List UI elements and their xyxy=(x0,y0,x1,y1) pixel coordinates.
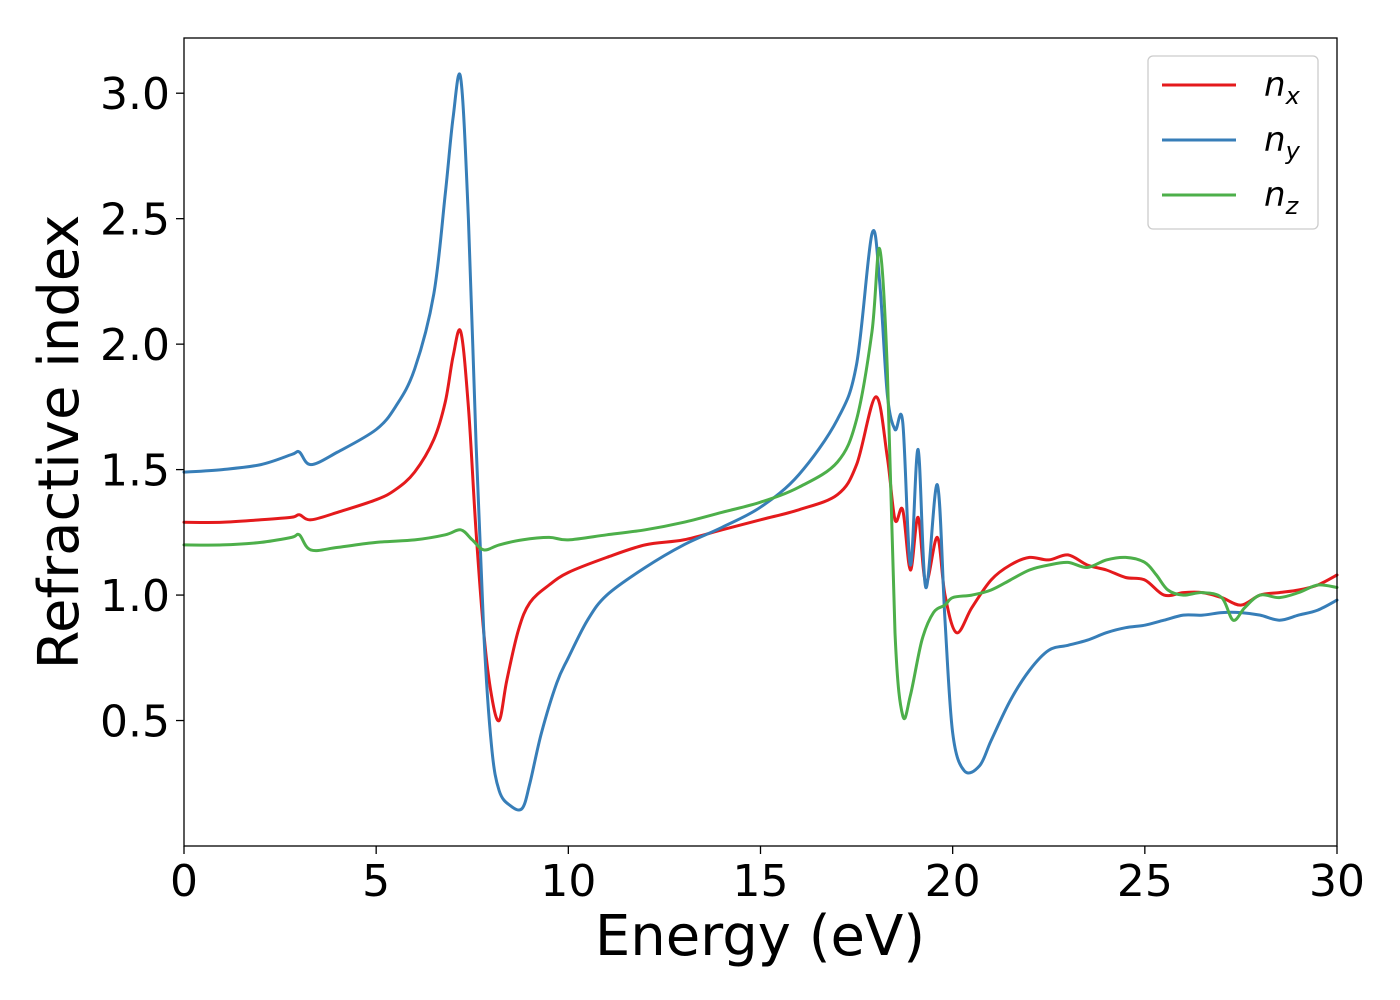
y-axis: 0.5 1.0 1.5 2.0 2.5 3.0 xyxy=(100,69,184,748)
legend-label-y: ny xyxy=(1264,120,1301,165)
x-axis-title: Energy (eV) xyxy=(595,904,925,969)
series-line-z xyxy=(182,247,1339,721)
x-tick-label: 25 xyxy=(1117,856,1173,907)
x-axis: 0 5 10 15 20 25 30 xyxy=(170,846,1365,907)
x-tick-label: 15 xyxy=(733,856,789,907)
plot-background xyxy=(184,38,1337,846)
x-tick-label: 10 xyxy=(540,856,596,907)
legend-label-x: nx xyxy=(1264,65,1301,110)
x-tick-label: 5 xyxy=(362,856,390,907)
x-tick-label: 20 xyxy=(925,856,981,907)
y-axis-title: Refractive index xyxy=(27,215,92,670)
y-tick-label: 1.5 xyxy=(100,446,170,497)
series-layer xyxy=(182,72,1339,812)
y-tick-label: 2.0 xyxy=(100,320,170,371)
series-line-x xyxy=(182,328,1339,723)
legend-frame xyxy=(1147,55,1319,230)
x-tick-label: 0 xyxy=(170,856,198,907)
y-tick-label: 3.0 xyxy=(100,69,170,120)
y-tick-label: 1.0 xyxy=(100,571,170,622)
y-tick-label: 2.5 xyxy=(100,195,170,246)
legend: nx ny nz xyxy=(1147,55,1319,230)
series-line-y xyxy=(182,72,1339,812)
x-tick-label: 30 xyxy=(1309,856,1365,907)
legend-label-z: nz xyxy=(1264,175,1300,220)
y-tick-label: 0.5 xyxy=(100,697,170,748)
